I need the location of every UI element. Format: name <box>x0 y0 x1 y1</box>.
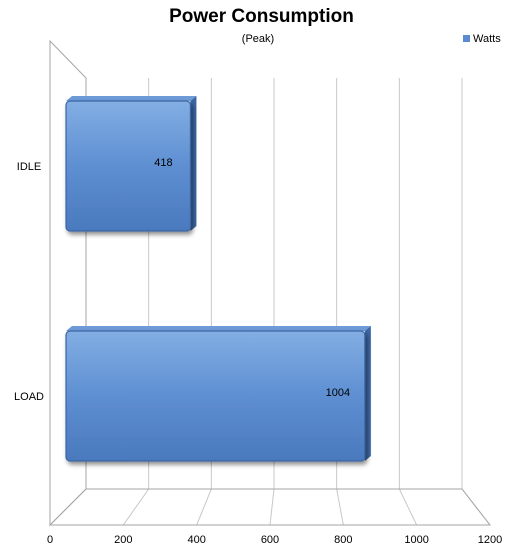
bar-front-face <box>65 330 366 462</box>
floor-gridline <box>122 488 150 526</box>
labels: IDLE 418 LOAD 1004 <box>14 157 350 403</box>
x-tick-label: 600 <box>261 534 279 546</box>
category-label: LOAD <box>14 391 44 403</box>
floor-gridline <box>336 488 344 526</box>
bar-side-face <box>190 96 197 231</box>
bars <box>65 96 371 462</box>
axes: 0 200 400 600 800 1000 1200 <box>47 39 502 546</box>
floor-gridline <box>269 488 275 526</box>
category-label: IDLE <box>17 161 41 173</box>
bar-top-face <box>66 326 371 331</box>
bar-front-face <box>65 100 192 232</box>
floor-gridline <box>196 488 212 526</box>
x-tick-label: 0 <box>47 534 53 546</box>
data-label: 1004 <box>326 387 350 399</box>
x-tick-label: 1200 <box>478 534 502 546</box>
legend: Watts <box>463 33 501 45</box>
x-tick-label: 1000 <box>404 534 428 546</box>
x-tick-label: 200 <box>114 534 132 546</box>
legend-swatch <box>463 35 470 42</box>
bar-idle <box>65 96 197 232</box>
floor-gridline <box>398 488 418 526</box>
bar-top-face <box>66 96 197 101</box>
legend-label: Watts <box>473 33 501 45</box>
x-tick-label: 400 <box>187 534 205 546</box>
floor <box>48 488 492 526</box>
bar-load <box>65 326 371 462</box>
chart-title: Power Consumption <box>169 6 354 27</box>
chart-subtitle: (Peak) <box>241 33 275 45</box>
data-label: 418 <box>154 157 172 169</box>
x-tick-label: 800 <box>334 534 352 546</box>
bar-side-face <box>364 326 371 461</box>
